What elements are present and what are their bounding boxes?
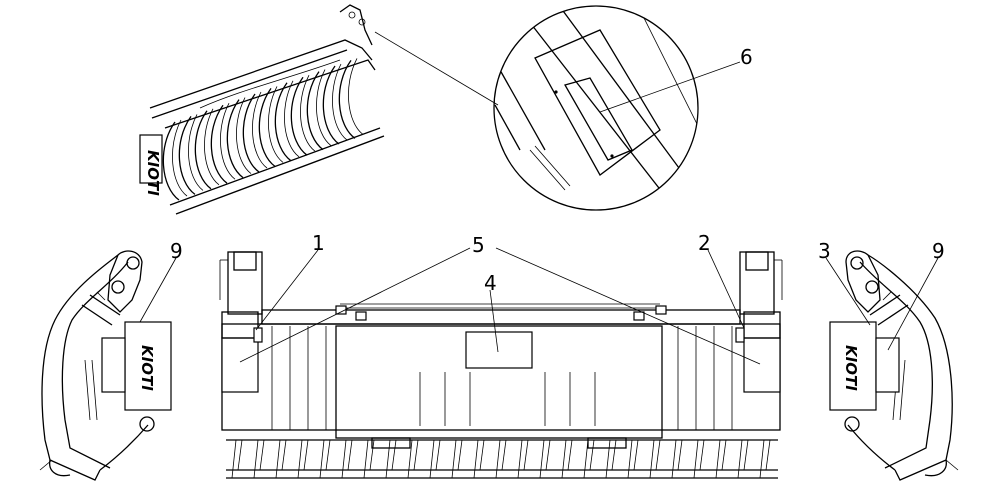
right-logo: KIOTI [842,345,860,391]
leader-6 [599,61,741,113]
callout-9-right: 9 [932,239,945,263]
isometric-grapple-view: KIOTI [139,4,385,215]
magnifier-leader [374,31,499,106]
front-bars [271,326,733,430]
leader-9-right [887,257,939,351]
leader-9-left [139,257,177,323]
leader-1 [255,249,319,331]
callout-2: 2 [698,231,711,255]
leader-5-left [239,247,471,363]
front-view: 1 2 4 5 [219,231,783,479]
callout-5: 5 [472,233,485,257]
leader-5-right [495,247,761,365]
iso-tines [162,58,364,201]
callout-6: 6 [740,45,753,69]
callout-4: 4 [484,271,497,295]
leader-2 [707,249,745,329]
front-tines [231,439,771,479]
left-logo: KIOTI [138,345,156,391]
leader-4 [489,289,499,353]
callout-1: 1 [312,231,325,255]
callout-9-left: 9 [170,239,183,263]
left-side-view: KIOTI 9 [39,239,183,481]
detail-magnifier: 6 [493,5,753,211]
right-side-view: KIOTI 3 9 [818,239,959,481]
iso-logo: KIOTI [144,150,162,196]
leader-3 [825,257,871,326]
callout-3: 3 [818,239,831,263]
